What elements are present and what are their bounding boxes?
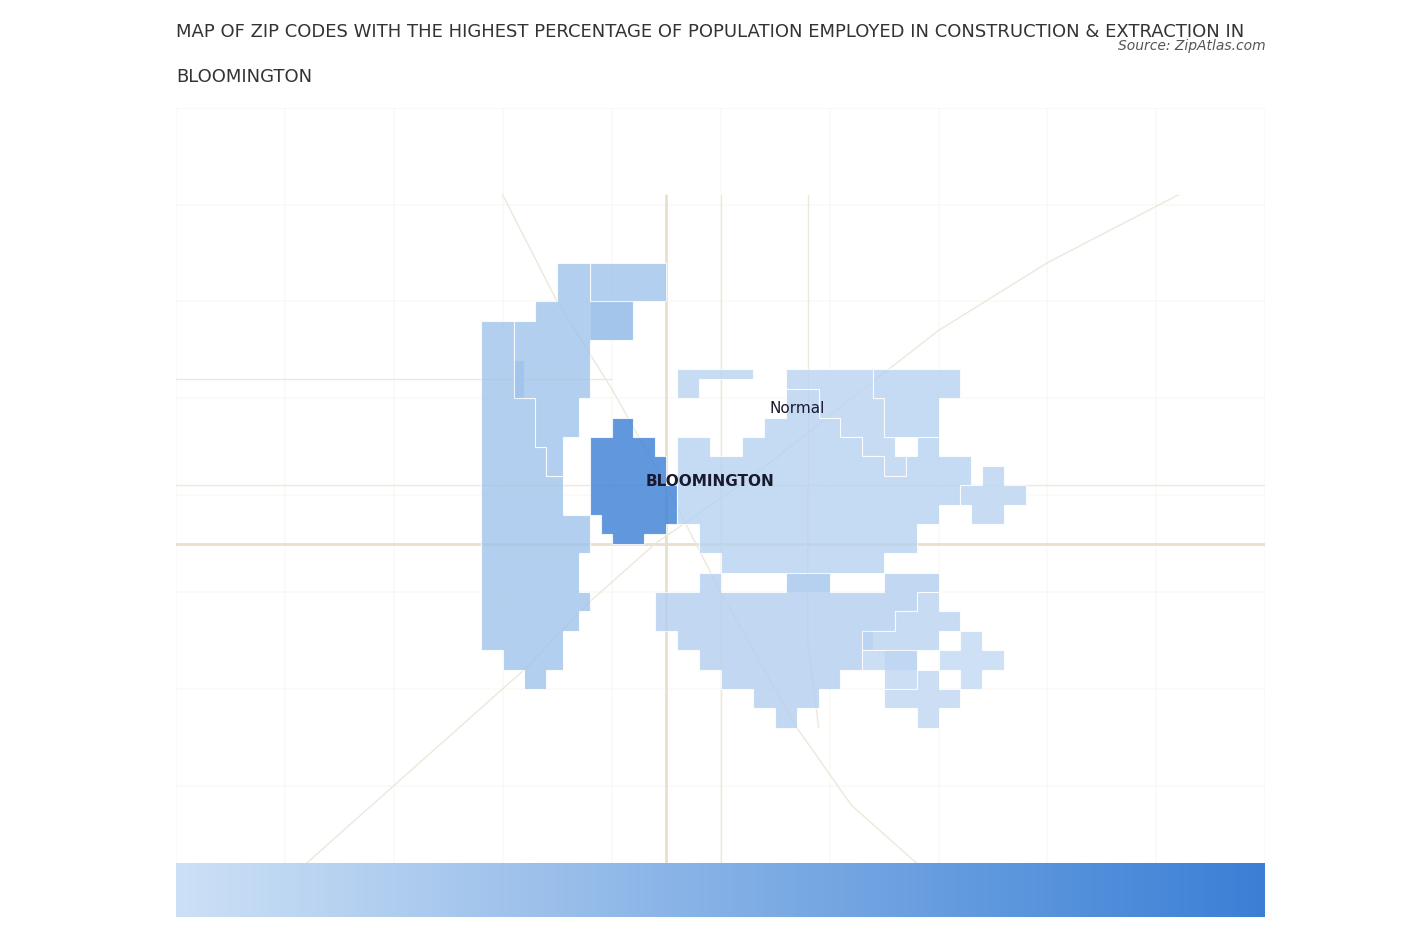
- Text: Normal: Normal: [769, 401, 824, 416]
- Polygon shape: [591, 263, 666, 341]
- Polygon shape: [939, 631, 1004, 689]
- Polygon shape: [884, 670, 960, 728]
- Polygon shape: [513, 263, 633, 476]
- Text: BLOOMINGTON: BLOOMINGTON: [176, 68, 312, 86]
- Polygon shape: [873, 370, 960, 438]
- Text: BLOOMINGTON: BLOOMINGTON: [645, 474, 775, 489]
- Polygon shape: [591, 418, 678, 544]
- Polygon shape: [862, 592, 960, 670]
- Text: MAP OF ZIP CODES WITH THE HIGHEST PERCENTAGE OF POPULATION EMPLOYED IN CONSTRUCT: MAP OF ZIP CODES WITH THE HIGHEST PERCEN…: [176, 23, 1244, 41]
- Polygon shape: [960, 467, 1026, 525]
- Polygon shape: [678, 389, 972, 592]
- Polygon shape: [862, 651, 917, 689]
- Polygon shape: [678, 370, 905, 476]
- Polygon shape: [655, 573, 939, 728]
- Text: Source: ZipAtlas.com: Source: ZipAtlas.com: [1118, 38, 1265, 52]
- Polygon shape: [481, 321, 591, 689]
